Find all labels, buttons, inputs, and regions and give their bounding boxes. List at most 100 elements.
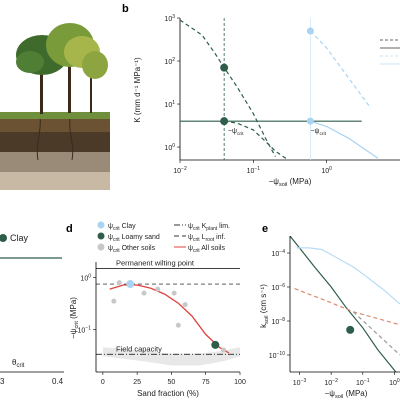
e-x-axis-label: −ψsoil (MPa)	[325, 389, 368, 400]
b-annotation-1-sub: crit	[319, 131, 326, 137]
e-y-axis-label-unit: (cm s⁻¹)	[259, 284, 268, 316]
d-legend-sub: crit	[193, 237, 200, 243]
d-legend-suffix: K	[200, 223, 207, 230]
panel-label-e: e	[262, 223, 268, 235]
b-annotation-1: −ψcrit	[310, 128, 326, 137]
d-legend-label-4: ψcrit Lroot inf.	[188, 234, 225, 243]
d-point-6	[175, 322, 181, 328]
d-x-tick-label-4: 100	[234, 379, 246, 386]
b-point-2	[306, 27, 314, 35]
e-series-clay	[296, 247, 400, 305]
b-point-0	[220, 63, 229, 72]
d-legend-sub: crit	[113, 226, 120, 232]
b-annotation-0-sub: crit	[237, 131, 244, 137]
e-x-tick-label-1: 10−2	[324, 378, 338, 387]
e-y-tick-label-3-base: 10	[272, 251, 280, 258]
d-legend-suffix: Other soils	[120, 245, 156, 252]
d-point-2	[126, 280, 135, 289]
e-x-tick-label-1-exp: −2	[332, 378, 338, 384]
e-y-tick-label-1-exp: −8	[279, 317, 285, 323]
tree-soil-illustration	[0, 0, 110, 190]
b-y-tick-label-2: 102	[164, 57, 175, 66]
d-legend-suffix-sub: root	[206, 237, 215, 243]
b-x-tick-label-2-exp: 0	[329, 166, 332, 172]
b-y-tick-label-0-exp: 0	[172, 143, 175, 149]
e-y-tick-label-2-exp: −6	[279, 283, 285, 289]
e-y-tick-label-0-base: 10	[269, 353, 277, 360]
b-series-soil_K_loamy_sand	[179, 19, 276, 157]
left-tick-04: 0.4	[52, 377, 64, 386]
d-legend-psi: ψ	[188, 234, 193, 241]
d-y-axis-label: −ψcrit (MPa)	[69, 297, 80, 339]
left-tick-3: 3	[0, 377, 5, 386]
d-legend-label-5: ψcrit All soils	[188, 245, 225, 254]
b-series-plant_K_clay	[310, 120, 379, 159]
d-legend-psi: ψ	[108, 245, 113, 252]
b-series-soil_K_loamy_sand_2	[224, 120, 289, 161]
e-y-tick-label-3: 10−4	[272, 249, 286, 258]
d-y-tick-label-0-base: 10	[78, 327, 86, 334]
b-y-tick-label-1-base: 10	[164, 102, 172, 109]
d-point-8	[211, 340, 220, 349]
d-point-4	[155, 286, 161, 292]
d-hline-label-0: Permanent wilting point	[116, 258, 195, 267]
e-y-tick-label-0: 10−10	[269, 351, 285, 360]
d-point-3	[141, 290, 147, 296]
d-legend-label-3: ψcrit Kplant lim.	[188, 223, 230, 232]
d-legend-marker-0	[97, 221, 105, 229]
b-x-tick-label-1-exp: −1	[254, 166, 260, 172]
b-y-tick-label-0: 100	[164, 143, 175, 152]
e-y-axis-label-main: k	[259, 323, 268, 328]
b-x-tick-label-2-base: 10	[321, 168, 329, 175]
b-y-tick-label-3-exp: 3	[172, 14, 175, 20]
b-series-soil_K_clay	[309, 30, 372, 109]
d-y-axis-label-main: −ψ	[69, 328, 78, 339]
e-y-tick-label-0-exp: −10	[277, 351, 286, 357]
e-x-axis-label-unit: (MPa)	[343, 389, 367, 398]
d-legend-marker-1	[97, 232, 105, 240]
d-legend-suffix: Clay	[120, 223, 136, 230]
d-legend-psi: ψ	[188, 245, 193, 252]
d-legend-psi: ψ	[108, 234, 113, 241]
b-y-tick-label-1: 101	[164, 100, 175, 109]
b-point-1	[220, 117, 229, 126]
d-legend-label-1: ψcrit Loamy sand	[108, 234, 160, 243]
b-x-axis-label: −ψsoil (MPa)	[269, 177, 312, 188]
e-x-axis-label-sub: soil	[335, 394, 343, 400]
panel-label-d: d	[66, 223, 73, 235]
b-x-tick-label-0: 10−2	[173, 166, 187, 175]
d-y-tick-label-0: 10−1	[78, 325, 92, 334]
d-y-tick-label-1: 100	[80, 274, 91, 283]
e-x-tick-label-3-exp: 0	[397, 378, 400, 384]
d-y-tick-label-1-base: 10	[80, 276, 88, 283]
panel-label-b: b	[122, 3, 129, 15]
d-legend-label-0: ψcrit Clay	[108, 223, 136, 232]
d-point-1	[116, 280, 122, 286]
b-x-axis-label-unit: (MPa)	[287, 177, 311, 186]
d-legend-suffix-sub: plant	[206, 226, 217, 232]
e-y-tick-label-1-base: 10	[272, 319, 280, 326]
e-x-tick-label-2-exp: −1	[364, 378, 370, 384]
clay-marker	[0, 234, 7, 242]
d-x-axis-label: Sand fraction (%)	[137, 389, 199, 398]
b-x-axis-label-main: −ψ	[269, 177, 280, 186]
b-annotation-0: −ψcrit	[228, 128, 244, 137]
b-annotation-1-main: −ψ	[310, 128, 319, 135]
theta-crit-label: θcrit	[12, 358, 25, 369]
e-x-tick-label-2-base: 10	[356, 380, 364, 387]
d-legend-sub: crit	[113, 248, 120, 254]
d-hline-label-2: Field capacity	[116, 344, 162, 353]
e-point-0	[346, 325, 355, 334]
e-x-tick-label-0-base: 10	[293, 380, 301, 387]
d-legend-suffix: L	[200, 234, 206, 241]
b-x-tick-label-0-base: 10	[173, 168, 181, 175]
b-x-tick-label-2: 100	[321, 166, 332, 175]
e-series-dashed_gray	[352, 311, 400, 356]
b-y-tick-label-3: 103	[164, 14, 175, 23]
e-y-tick-label-1: 10−8	[272, 317, 286, 326]
e-y-tick-label-2-base: 10	[272, 285, 280, 292]
